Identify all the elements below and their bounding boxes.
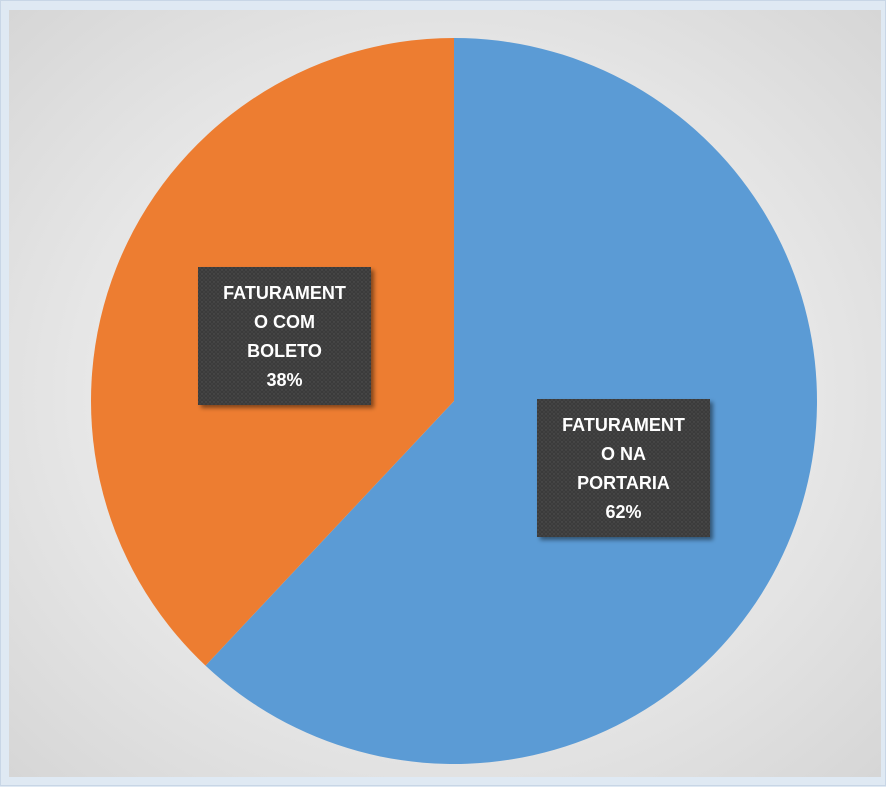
data-label-box — [537, 399, 710, 537]
data-label-text: O COM — [254, 312, 315, 332]
data-label-box — [198, 267, 371, 405]
data-label-text: BOLETO — [247, 341, 322, 361]
data-label-text: 62% — [605, 502, 641, 522]
data-label-text: FATURAMENT — [223, 283, 346, 303]
data-label-text: 38% — [266, 370, 302, 390]
slice-data-label: FATURAMENT O NA PORTARIA 62% — [537, 399, 710, 537]
slice-data-label: FATURAMENT O COM BOLETO 38% — [198, 267, 371, 405]
data-label-text: PORTARIA — [577, 473, 670, 493]
data-label-text: O NA — [601, 444, 646, 464]
pie-slice — [205, 38, 817, 764]
data-label-text: FATURAMENT — [562, 415, 685, 435]
